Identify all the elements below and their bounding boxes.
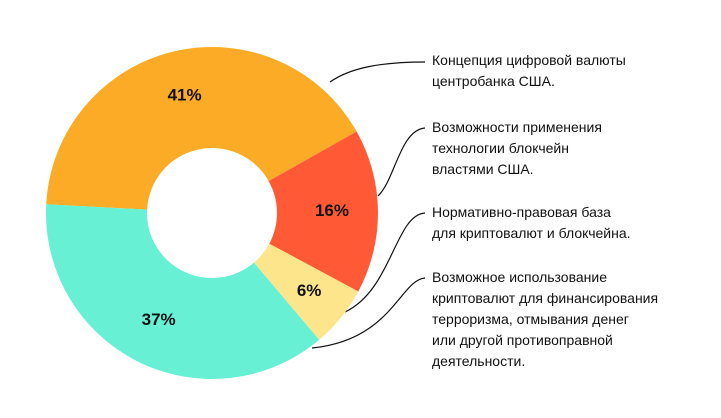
- legend-label: Нормативно-правовая база для криптовалют…: [432, 204, 631, 241]
- value-label: 6%: [297, 281, 322, 300]
- value-label: 37%: [142, 310, 176, 329]
- slice: [253, 243, 359, 340]
- leader-line: [329, 61, 426, 83]
- legend-label: Возможное использование криптовалют для …: [432, 269, 659, 369]
- leader-line: [311, 277, 426, 349]
- slice: [46, 47, 357, 210]
- legend-label: Концепция цифровой валюты центробанка СШ…: [432, 52, 626, 89]
- value-label: 41%: [168, 86, 202, 105]
- leader-lines: [311, 61, 426, 349]
- leader-line: [377, 127, 426, 197]
- slice: [46, 204, 320, 379]
- leader-line: [344, 212, 426, 313]
- slice: [268, 131, 378, 292]
- value-label: 16%: [315, 201, 349, 220]
- legend-label: Возможности применения технологии блокче…: [432, 119, 602, 177]
